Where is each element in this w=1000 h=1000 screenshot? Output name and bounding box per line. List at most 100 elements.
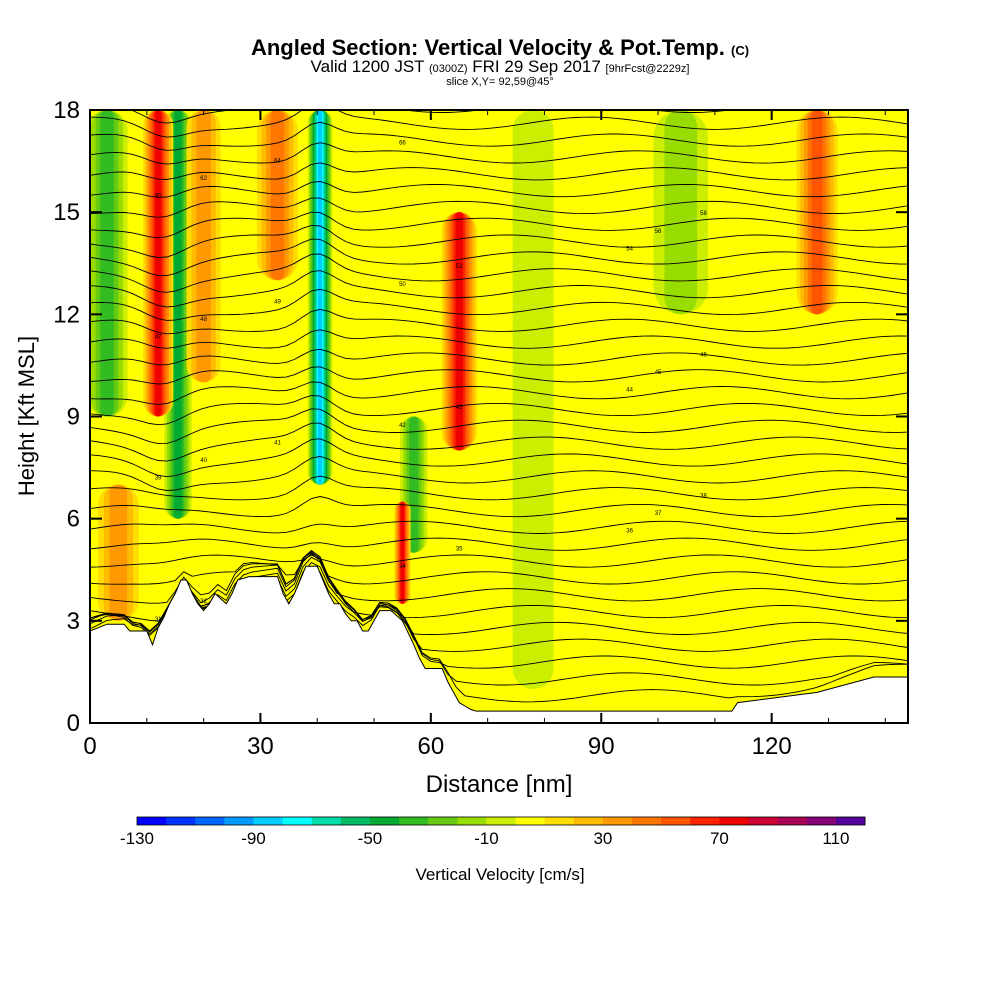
y-axis-label: Height [Kft MSL]	[14, 336, 39, 496]
colorbar-swatch	[806, 817, 837, 825]
isoline-label: 58	[700, 211, 707, 217]
chart-title-main: Angled Section: Vertical Velocity & Pot.…	[250, 35, 725, 60]
downdraft-level	[318, 110, 322, 485]
updraft-level	[155, 110, 162, 417]
isoline-label: 38	[700, 493, 707, 499]
isoline-label: 52	[456, 264, 463, 270]
theta-isoline	[90, 348, 908, 366]
isoline-label: 41	[274, 440, 281, 446]
theta-isoline	[90, 121, 908, 151]
isoline-label: 39	[155, 476, 162, 482]
isoline-label: 40	[200, 458, 207, 464]
downdraft-band	[512, 110, 554, 689]
y-tick-label: 0	[67, 710, 80, 737]
colorbar-swatch	[748, 817, 779, 825]
slice-label: slice X,Y= 92,59@45°	[446, 76, 554, 88]
colorbar-swatch	[166, 817, 196, 825]
updraft-band	[796, 110, 838, 315]
downdraft-band	[400, 416, 428, 553]
chart-subtitle: Valid 1200 JST (0300Z) FRI 29 Sep 2017 […	[0, 58, 1000, 78]
updraft-level	[400, 501, 405, 604]
theta-isoline	[90, 553, 908, 585]
colorbar-swatch	[428, 817, 458, 825]
isoline-label: 54	[626, 246, 633, 252]
theta-isoline	[90, 162, 908, 181]
colorbar-swatch	[486, 817, 517, 825]
isoline-label: 49	[274, 299, 281, 305]
downdraft-band	[307, 110, 333, 485]
isoline-label: 31	[155, 617, 162, 623]
theta-isoline	[90, 366, 908, 385]
y-tick-label: 18	[53, 97, 80, 124]
chart-title: Angled Section: Vertical Velocity & Pot.…	[0, 36, 1000, 63]
theta-isoline	[90, 496, 908, 518]
y-tick-label: 15	[53, 199, 80, 226]
y-tick-label: 3	[67, 608, 80, 635]
colorbar-swatch	[195, 817, 225, 825]
downdraft-level	[512, 110, 554, 689]
valid-time: Valid 1200 JST	[310, 57, 425, 76]
isoline-label: 32	[200, 599, 207, 605]
forecast-info: [9hrFcst@2229z]	[605, 63, 690, 75]
colorbar-swatch	[282, 817, 313, 825]
theta-isoline	[90, 438, 908, 478]
isoline-label: 64	[274, 158, 281, 164]
colorbar-swatch	[632, 817, 662, 825]
theta-isoline	[90, 329, 908, 349]
isoline-label: 47	[155, 335, 162, 341]
theta-isoline	[90, 211, 908, 239]
updraft-band	[441, 212, 477, 451]
theta-isoline	[90, 554, 908, 568]
theta-isoline	[90, 238, 908, 277]
x-tick-label: 90	[588, 733, 615, 760]
updraft-band	[394, 501, 411, 604]
isoline-label: 43	[456, 405, 463, 411]
theta-isoline	[90, 288, 908, 321]
downdraft-level	[409, 416, 419, 553]
theta-isoline	[90, 537, 908, 551]
chart-title-unit: (C)	[731, 43, 750, 58]
colorbar-swatch	[457, 817, 487, 825]
updraft-band	[143, 110, 174, 417]
colorbar-swatch	[602, 817, 633, 825]
theta-isoline	[90, 270, 908, 308]
x-tick-label: 30	[247, 733, 274, 760]
colorbar-tick-label: 30	[593, 829, 612, 848]
colorbar-swatch	[777, 817, 808, 825]
colorbar-frame	[136, 816, 866, 826]
forecast-date: FRI 29 Sep 2017	[472, 57, 601, 76]
isoline-label: 37	[655, 511, 662, 517]
updraft-band	[257, 110, 298, 281]
theta-isoline	[90, 456, 908, 491]
theta-isoline	[90, 549, 908, 622]
theta-isoline	[90, 142, 908, 165]
downdraft-band	[90, 110, 128, 417]
theta-isoline	[90, 395, 908, 426]
theta-isoline	[90, 550, 908, 637]
colorbar-swatch	[835, 817, 866, 825]
colorbar-swatch	[399, 817, 429, 825]
colorbar-swatch	[661, 817, 691, 825]
colorbar-tick-label: 70	[710, 829, 729, 848]
colorbar: -130 -90 -50 -10 30 70 110	[120, 816, 866, 848]
colorbar-swatch	[253, 817, 284, 825]
updraft-level	[811, 110, 823, 315]
isoline-label: 66	[399, 141, 406, 147]
updraft-level	[270, 110, 285, 281]
theta-isoline	[90, 381, 908, 405]
theta-isoline	[90, 181, 908, 198]
y-tick-label: 6	[67, 506, 80, 533]
colorbar-swatch	[544, 817, 575, 825]
isoline-label: 45	[655, 370, 662, 376]
colorbar-swatch	[137, 817, 167, 825]
isoline-label: 42	[399, 423, 406, 429]
colorbar-tick-label: -90	[241, 829, 266, 848]
isoline-label: 46	[700, 352, 707, 358]
isoline-label: 60	[155, 194, 162, 200]
theta-isolines	[90, 110, 908, 703]
x-axis-label: Distance [nm]	[426, 771, 573, 798]
theta-isoline	[90, 408, 908, 445]
updraft-band	[186, 110, 221, 383]
theta-isoline	[90, 475, 908, 501]
